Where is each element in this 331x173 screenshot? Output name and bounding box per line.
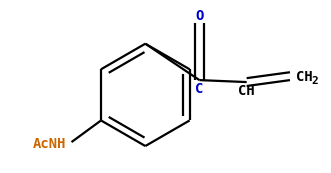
Text: AcNH: AcNH <box>33 137 67 151</box>
Text: O: O <box>195 9 204 23</box>
Text: 2: 2 <box>311 76 318 86</box>
Text: C: C <box>195 82 204 96</box>
Text: CH: CH <box>296 70 312 84</box>
Text: CH: CH <box>238 84 255 98</box>
